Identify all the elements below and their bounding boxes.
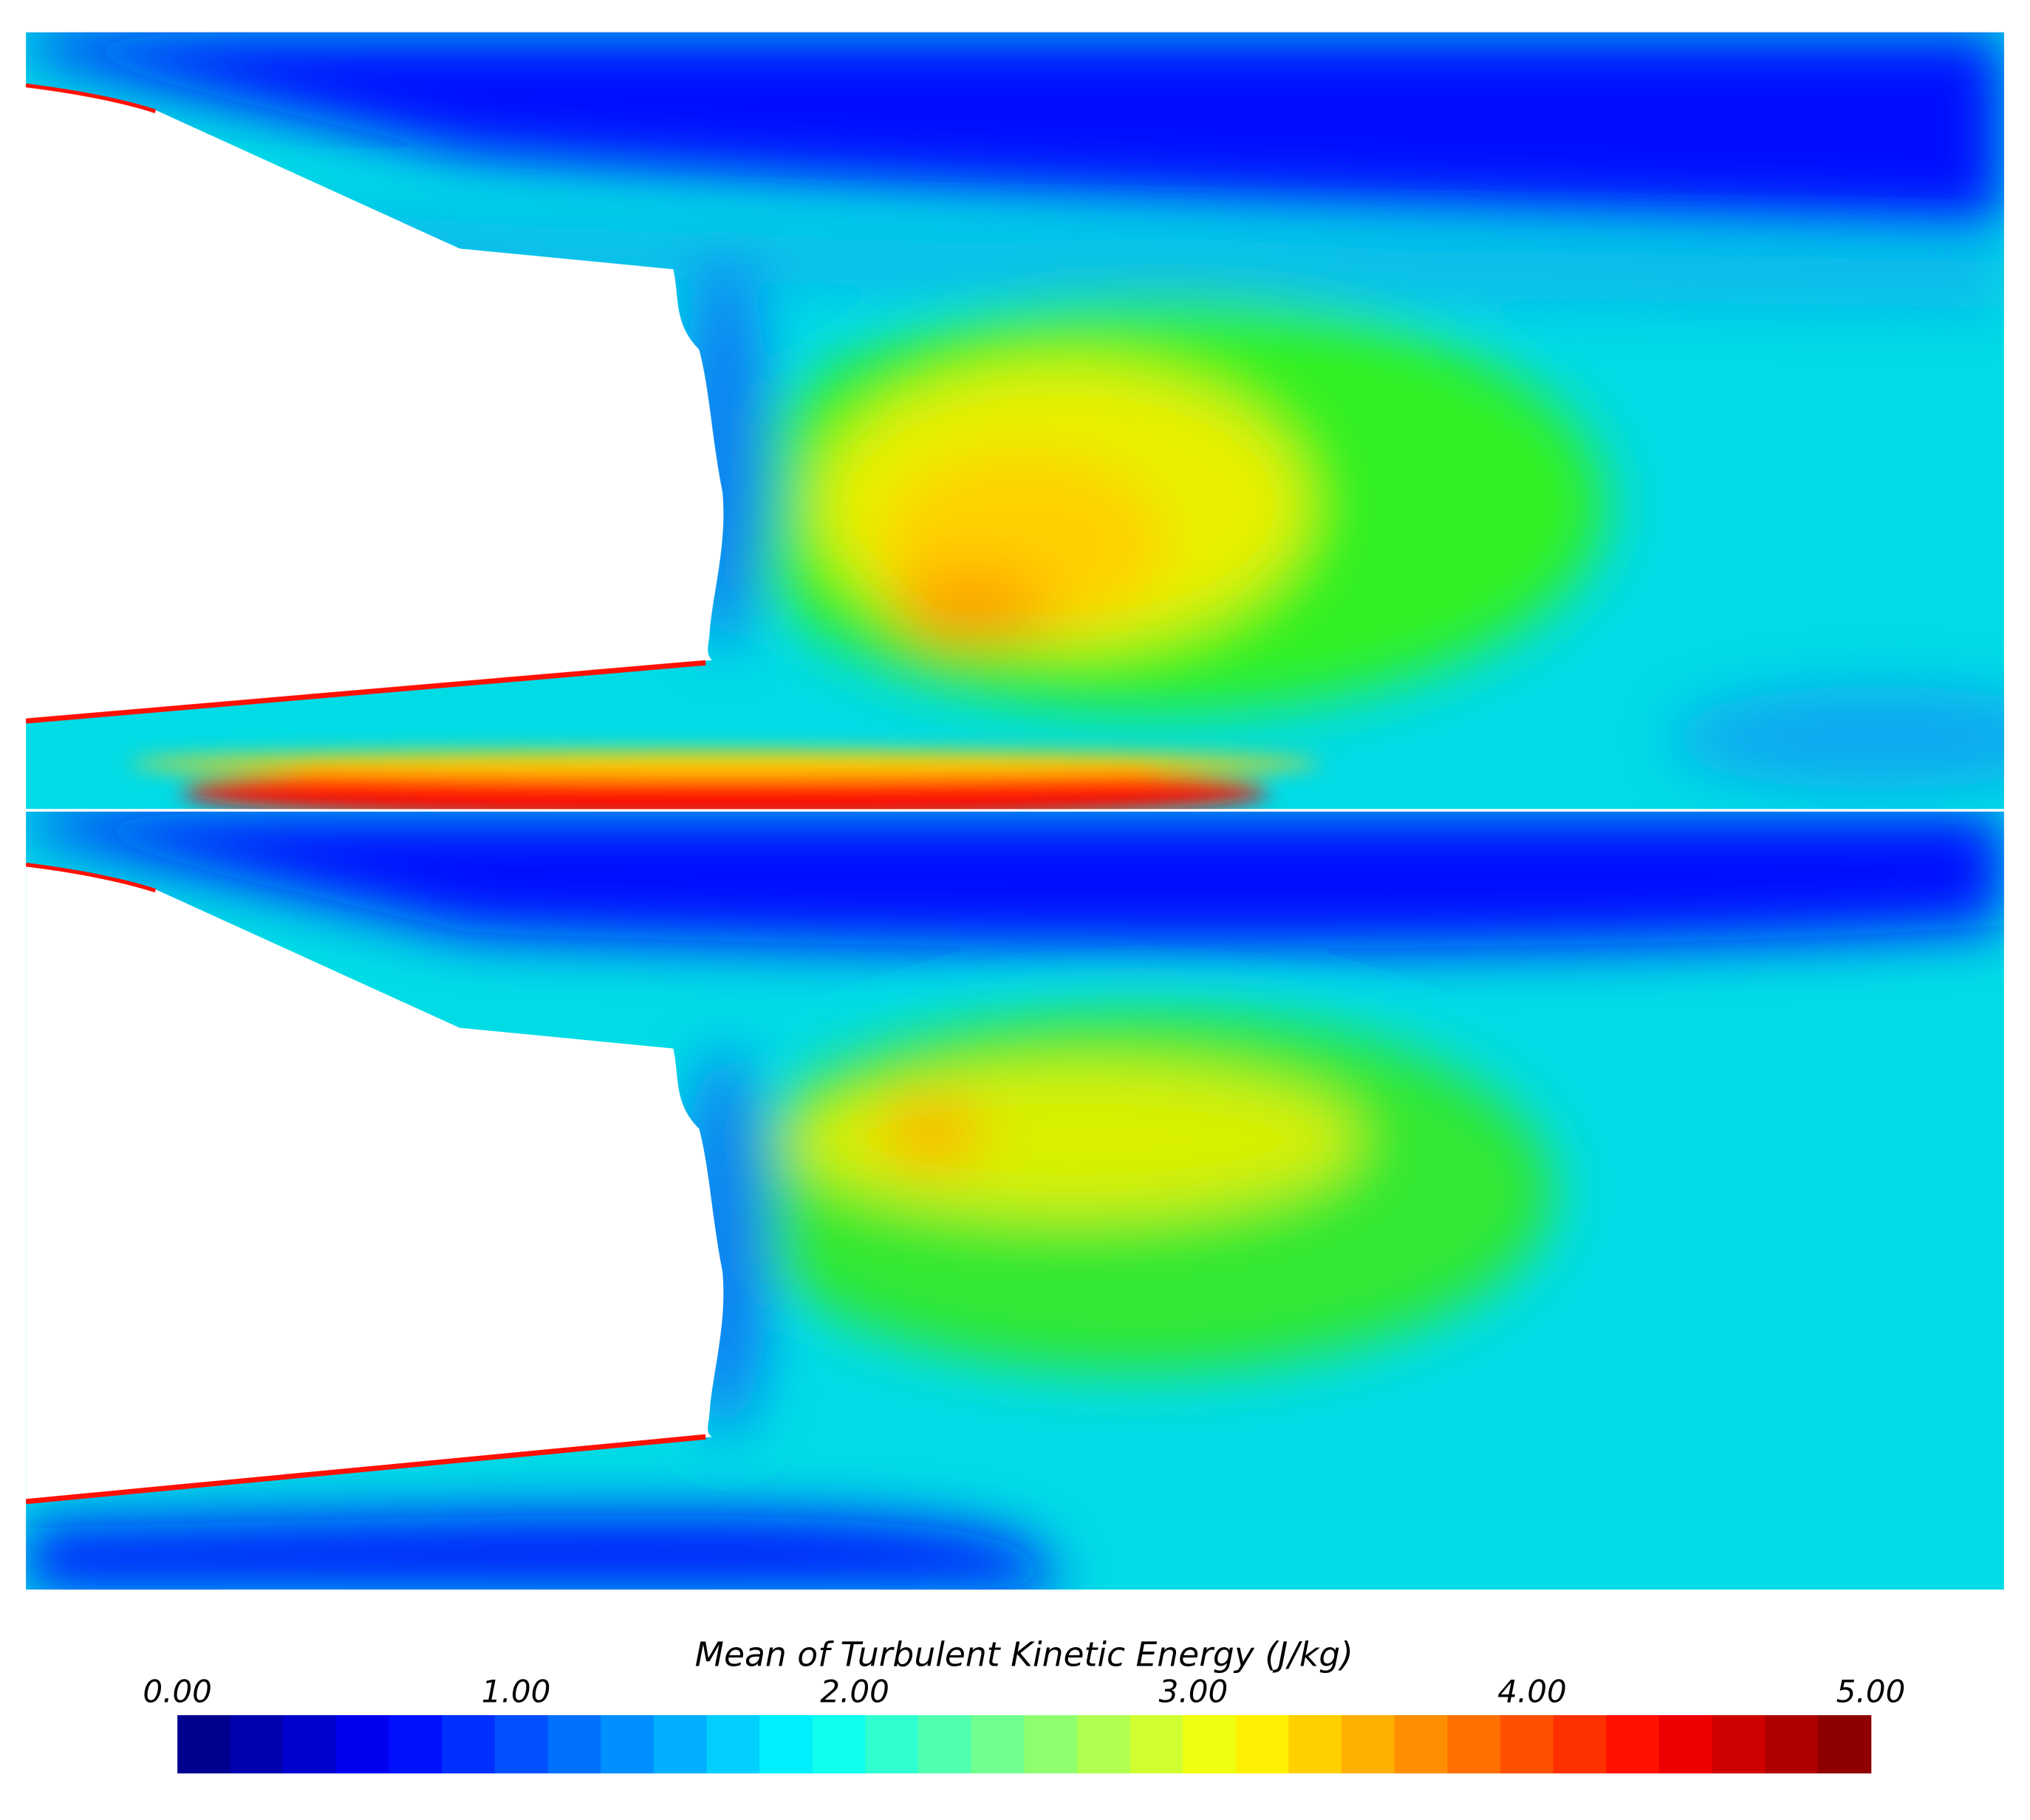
colorbar-swatch [1394, 1715, 1449, 1773]
colorbar-swatch [442, 1715, 496, 1773]
contour-panel-top [26, 32, 2004, 810]
colorbar-swatch [971, 1715, 1025, 1773]
colorbar-swatch [1235, 1715, 1290, 1773]
colorbar-swatch [1817, 1715, 1872, 1773]
colorbar-swatch [1076, 1715, 1131, 1773]
colorbar-swatch [1447, 1715, 1501, 1773]
colorbar: 0.00 1.00 2.00 3.00 4.00 5.00 [143, 1674, 1905, 1773]
colorbar-swatch [812, 1715, 867, 1773]
colorbar-swatch [759, 1715, 813, 1773]
colorbar-tick-label: 4.00 [1497, 1674, 1567, 1710]
colorbar-swatch [1342, 1715, 1395, 1773]
colorbar-swatch [1658, 1715, 1713, 1773]
colorbar-title: Mean of Turbulent Kinetic Energy (J/kg) [695, 1635, 1353, 1674]
colorbar-tick-label: 5.00 [1836, 1674, 1906, 1710]
colorbar-swatch [865, 1715, 919, 1773]
colorbar-swatch [389, 1715, 443, 1773]
colorbar-swatch [547, 1715, 602, 1773]
colorbar-swatch [1712, 1715, 1766, 1773]
colorbar-tick-label: 3.00 [1159, 1674, 1228, 1710]
colorbar-swatch [230, 1715, 284, 1773]
colorbar-tick-label: 1.00 [482, 1674, 551, 1710]
colorbar-swatch [283, 1715, 337, 1773]
colorbar-tick-label: 0.00 [143, 1674, 212, 1710]
colorbar-swatch [1553, 1715, 1607, 1773]
colorbar-swatch [177, 1715, 231, 1773]
colorbar-swatch [1288, 1715, 1342, 1773]
colorbar-swatch [1500, 1715, 1554, 1773]
colorbar-swatch [653, 1715, 708, 1773]
colorbar-swatch [706, 1715, 760, 1773]
colorbar-tick-label: 2.00 [820, 1674, 889, 1710]
colorbar-swatch [918, 1715, 972, 1773]
colorbar-swatch [336, 1715, 390, 1773]
colorbar-swatch [601, 1715, 655, 1773]
colorbar-swatch [1765, 1715, 1819, 1773]
colorbar-swatch [1130, 1715, 1184, 1773]
contour-panel-bottom [26, 811, 2004, 1590]
colorbar-swatch [1183, 1715, 1237, 1773]
colorbar-swatch [494, 1715, 549, 1773]
colorbar-swatch [1606, 1715, 1660, 1773]
colorbar-swatch [1024, 1715, 1078, 1773]
